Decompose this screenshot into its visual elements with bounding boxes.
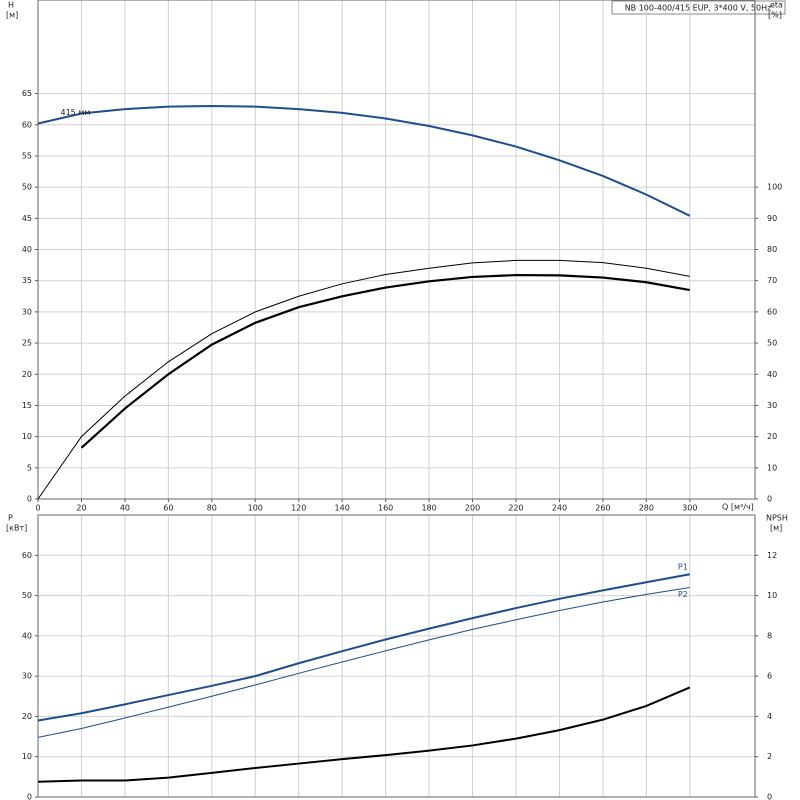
y-tick-label: 0: [27, 495, 32, 504]
y-tick-label: 65: [22, 89, 32, 98]
x-tick-label: 60: [163, 504, 173, 513]
y2-tick-label: 6: [767, 672, 772, 681]
y2-tick-label: 10: [767, 591, 777, 600]
x-label: Q [м³/ч]: [722, 503, 754, 512]
y2-tick-label: 30: [767, 401, 777, 410]
y2-tick-label: 80: [767, 245, 777, 254]
y-tick-label: 15: [22, 401, 32, 410]
y-tick-label: 55: [22, 151, 32, 160]
y-tick-label: 60: [22, 551, 32, 560]
y-label: H: [8, 1, 14, 10]
y-unit: [кВт]: [6, 524, 27, 533]
x-tick-label: 20: [76, 504, 86, 513]
curve-label: P1: [678, 563, 688, 572]
y-tick-label: 5: [27, 463, 32, 472]
curve-label: 415 мм: [61, 108, 91, 117]
y-tick-label: 10: [22, 752, 32, 761]
x-tick-label: 0: [35, 504, 40, 513]
x-tick-label: 80: [207, 504, 217, 513]
y-tick-label: 25: [22, 339, 32, 348]
y2-tick-label: 100: [767, 183, 782, 192]
x-tick-label: 100: [248, 504, 263, 513]
x-tick-label: 40: [120, 504, 130, 513]
y2-tick-label: 90: [767, 214, 777, 223]
y2-tick-label: 2: [767, 752, 772, 761]
title-box: [611, 0, 786, 15]
y-tick-label: 20: [22, 712, 32, 721]
y2-unit: [%]: [768, 11, 782, 20]
plot-frame: [37, 0, 756, 500]
x-tick-label: 280: [639, 504, 654, 513]
y2-tick-label: 12: [767, 551, 777, 560]
y-label: P: [8, 514, 13, 523]
y-tick-label: 40: [22, 245, 32, 254]
x-tick-label: 180: [421, 504, 436, 513]
y-tick-label: 20: [22, 370, 32, 379]
y-tick-label: 0: [27, 793, 32, 800]
y-tick-label: 30: [22, 672, 32, 681]
y2-tick-label: 40: [767, 370, 777, 379]
x-tick-label: 260: [595, 504, 610, 513]
y2-tick-label: 70: [767, 276, 777, 285]
y2-tick-label: 4: [767, 712, 772, 721]
plot-frame: [37, 514, 756, 798]
series-line: [37, 587, 690, 738]
series-line: [37, 105, 691, 217]
y2-label: eta: [770, 1, 783, 10]
y-tick-label: 50: [22, 591, 32, 600]
y-tick-label: 40: [22, 631, 32, 640]
y2-tick-label: 20: [767, 432, 777, 441]
y-unit: [м]: [6, 11, 18, 20]
y-tick-label: 45: [22, 214, 32, 223]
curve-label: P2: [678, 590, 688, 599]
y2-tick-label: 0: [767, 495, 772, 504]
x-tick-label: 140: [335, 504, 350, 513]
x-tick-label: 200: [465, 504, 480, 513]
y-tick-label: 60: [22, 120, 32, 129]
y-tick-label: 30: [22, 307, 32, 316]
x-tick-label: 240: [552, 504, 567, 513]
y2-tick-label: 50: [767, 339, 777, 348]
y2-tick-label: 10: [767, 463, 777, 472]
x-tick-label: 120: [291, 504, 306, 513]
y-tick-label: 10: [22, 432, 32, 441]
y2-label: NPSH: [766, 514, 788, 523]
y2-tick-label: 8: [767, 631, 772, 640]
x-tick-label: 300: [682, 504, 697, 513]
y2-unit: [м]: [770, 524, 782, 533]
x-tick-label: 220: [508, 504, 523, 513]
series-line: [37, 573, 691, 722]
x-tick-label: 160: [378, 504, 393, 513]
y2-tick-label: 60: [767, 307, 777, 316]
series-line: [37, 686, 691, 783]
y2-tick-label: 0: [767, 793, 772, 800]
y-tick-label: 35: [22, 276, 32, 285]
series-line: [80, 273, 691, 449]
series-line: [37, 259, 690, 500]
y-tick-label: 50: [22, 183, 32, 192]
chart-title: NB 100-400/415 EUP, 3*400 V, 50Hz: [625, 4, 772, 13]
